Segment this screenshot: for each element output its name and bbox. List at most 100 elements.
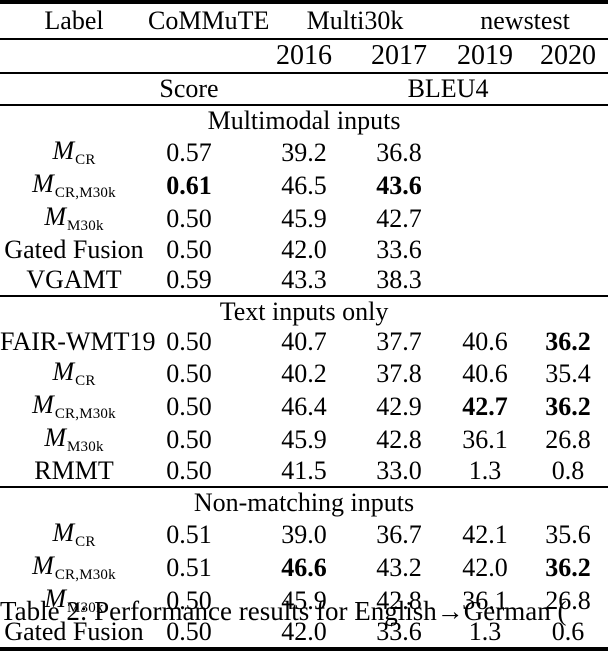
row-label: RMMT [34, 456, 114, 485]
table-row: MCR,M30k 0.51 46.6 43.2 42.0 36.2 [0, 551, 608, 584]
value-cell: 42.0 [462, 552, 508, 582]
value-cell [442, 235, 528, 265]
model-subscript: M30k [67, 439, 104, 455]
header-multi30k: Multi30k [306, 6, 404, 35]
model-symbol: M [32, 169, 54, 198]
value-cell [528, 265, 608, 296]
value-cell [442, 265, 528, 296]
table-row: MCR,M30k 0.61 46.5 43.6 [0, 169, 608, 202]
value-cell: 42.0 [281, 235, 327, 264]
section-header-row: Multimodal inputs [0, 104, 608, 136]
table-row: MM30k 0.50 45.9 42.8 36.1 26.8 [0, 423, 608, 456]
value-cell: 36.7 [376, 519, 422, 549]
section-header-row: Non-matching inputs [0, 486, 608, 518]
header-row-years: 2016 2017 2019 2020 [0, 39, 608, 73]
value-cell: 43.2 [376, 552, 422, 582]
value-cell: 36.1 [462, 585, 508, 615]
value-cell: 0.50 [166, 327, 212, 356]
value-cell: 41.5 [281, 456, 327, 485]
value-cell: 0.50 [166, 424, 212, 454]
section-header-row: Text inputs only [0, 295, 608, 327]
header-row-groups: Label CoMMuTE Multi30k newstest [0, 2, 608, 39]
value-cell: 46.5 [281, 170, 327, 200]
model-symbol: M [52, 136, 75, 165]
value-cell: 36.2 [545, 327, 591, 356]
value-cell: 0.51 [166, 519, 212, 549]
value-cell: 43.6 [376, 170, 422, 200]
value-cell: 0.57 [166, 137, 212, 167]
table-row: MM30k 0.50 45.9 42.8 36.1 26.8 [0, 584, 608, 617]
model-subscript: CR,M30k [54, 406, 116, 422]
value-cell: 0.59 [166, 265, 212, 294]
value-cell: 36.1 [462, 424, 508, 454]
header-newstest: newstest [480, 6, 570, 35]
table-row: MCR 0.50 40.2 37.8 40.6 35.4 [0, 357, 608, 390]
header-year-2019: 2019 [457, 40, 514, 71]
table-row: MCR 0.51 39.0 36.7 42.1 35.6 [0, 518, 608, 551]
header-commute: CoMMuTE [148, 6, 270, 35]
row-label: MCR,M30k [0, 390, 148, 423]
table-row: FAIR-WMT19 0.50 40.7 37.7 40.6 36.2 [0, 327, 608, 357]
value-cell: 38.3 [376, 265, 422, 294]
value-cell: 43.3 [281, 265, 327, 294]
value-cell: 33.0 [376, 456, 422, 485]
section-title: Non-matching inputs [0, 486, 608, 518]
value-cell [528, 235, 608, 265]
header-year-2016: 2016 [276, 40, 332, 71]
value-cell [528, 136, 608, 169]
model-subscript: M30k [67, 600, 104, 616]
value-cell: 35.4 [545, 358, 591, 388]
header-row-metrics: Score BLEU4 [0, 73, 608, 105]
section-title: Multimodal inputs [0, 104, 608, 136]
model-symbol: M [44, 423, 67, 452]
header-empty [0, 73, 148, 105]
value-cell: 42.9 [376, 391, 422, 421]
value-cell: 36.2 [545, 552, 591, 582]
value-cell: 0.50 [166, 391, 212, 421]
header-bleu4: BLEU4 [407, 74, 489, 103]
table-row: MM30k 0.50 45.9 42.7 [0, 202, 608, 235]
model-symbol: M [52, 518, 75, 547]
value-cell: 37.8 [376, 358, 422, 388]
model-subscript: CR,M30k [54, 185, 116, 201]
value-cell: 0.50 [166, 456, 212, 485]
value-cell: 0.50 [166, 203, 212, 233]
value-cell [442, 202, 528, 235]
value-cell: 42.8 [376, 424, 422, 454]
table-row: RMMT 0.50 41.5 33.0 1.3 0.8 [0, 456, 608, 487]
model-subscript: M30k [67, 218, 104, 234]
value-cell: 33.6 [376, 235, 422, 264]
row-label: VGAMT [26, 265, 122, 294]
value-cell: 42.8 [376, 585, 422, 615]
value-cell: 39.2 [281, 137, 327, 167]
header-empty [148, 39, 252, 73]
value-cell: 45.9 [281, 424, 327, 454]
value-cell: 45.9 [281, 203, 327, 233]
value-cell: 36.2 [545, 391, 591, 421]
row-label: MCR [0, 136, 148, 169]
value-cell: 0.50 [166, 235, 212, 264]
value-cell: 1.3 [468, 456, 502, 485]
value-cell: 42.1 [462, 519, 508, 549]
model-symbol: M [44, 202, 67, 231]
value-cell: 0.51 [166, 552, 212, 582]
table-row: MCR,M30k 0.50 46.4 42.9 42.7 36.2 [0, 390, 608, 423]
model-subscript: CR,M30k [54, 567, 116, 583]
row-label: MCR,M30k [0, 551, 148, 584]
value-cell: 40.7 [281, 327, 327, 356]
section-title: Text inputs only [0, 295, 608, 327]
value-cell: 42.7 [376, 203, 422, 233]
table-row: VGAMT 0.59 43.3 38.3 [0, 265, 608, 296]
model-subscript: CR [75, 373, 96, 389]
value-cell [442, 169, 528, 202]
model-subscript: CR [75, 534, 96, 550]
value-cell: 35.6 [545, 519, 591, 549]
value-cell: 0.50 [166, 585, 212, 615]
value-cell: 46.4 [281, 391, 327, 421]
model-subscript: CR [75, 152, 96, 168]
value-cell: 0.50 [166, 358, 212, 388]
value-cell: 45.9 [281, 585, 327, 615]
value-cell: 40.6 [462, 358, 508, 388]
row-label: MCR [0, 357, 148, 390]
